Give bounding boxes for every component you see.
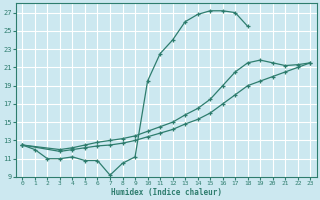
X-axis label: Humidex (Indice chaleur): Humidex (Indice chaleur) — [111, 188, 222, 197]
